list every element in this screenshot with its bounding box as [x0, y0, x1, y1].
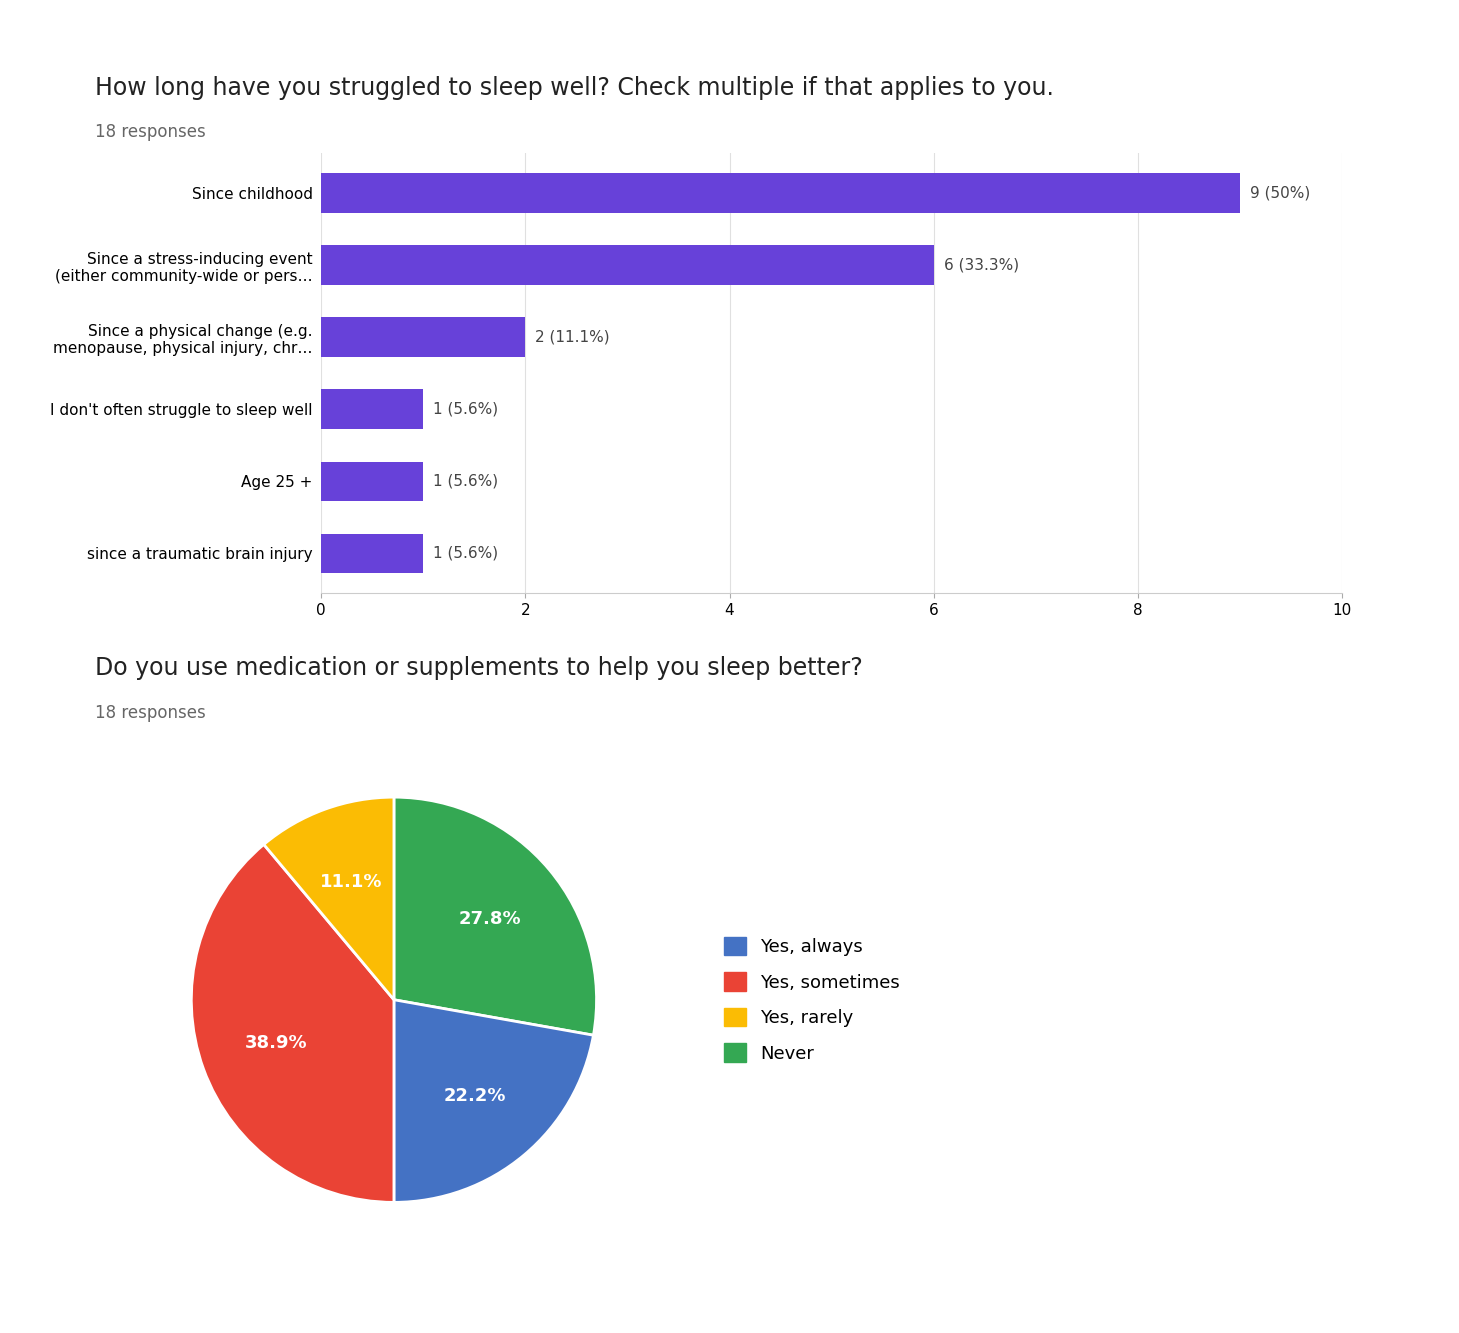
Bar — [321, 461, 423, 501]
Text: 1 (5.6%): 1 (5.6%) — [433, 547, 499, 561]
Bar — [321, 389, 423, 429]
Text: 38.9%: 38.9% — [245, 1033, 308, 1052]
Legend: Yes, always, Yes, sometimes, Yes, rarely, Never: Yes, always, Yes, sometimes, Yes, rarely… — [716, 929, 907, 1070]
Bar — [321, 245, 934, 285]
Wedge shape — [394, 797, 597, 1036]
Text: 9 (50%): 9 (50%) — [1250, 185, 1310, 200]
Wedge shape — [191, 844, 394, 1202]
Text: Do you use medication or supplements to help you sleep better?: Do you use medication or supplements to … — [95, 656, 862, 680]
Wedge shape — [264, 797, 394, 1000]
Bar — [321, 317, 525, 357]
Text: 1 (5.6%): 1 (5.6%) — [433, 473, 499, 489]
Text: 18 responses: 18 responses — [95, 123, 206, 141]
Text: 27.8%: 27.8% — [460, 910, 521, 928]
Bar — [321, 533, 423, 573]
Text: 2 (11.1%): 2 (11.1%) — [535, 329, 610, 345]
Text: 18 responses: 18 responses — [95, 704, 206, 722]
Text: 1 (5.6%): 1 (5.6%) — [433, 401, 499, 417]
Text: How long have you struggled to sleep well? Check multiple if that applies to you: How long have you struggled to sleep wel… — [95, 76, 1053, 100]
Text: 6 (33.3%): 6 (33.3%) — [944, 257, 1018, 273]
Text: 11.1%: 11.1% — [320, 873, 382, 890]
Wedge shape — [394, 1000, 594, 1202]
Bar — [321, 173, 1240, 213]
Text: 22.2%: 22.2% — [444, 1086, 506, 1105]
